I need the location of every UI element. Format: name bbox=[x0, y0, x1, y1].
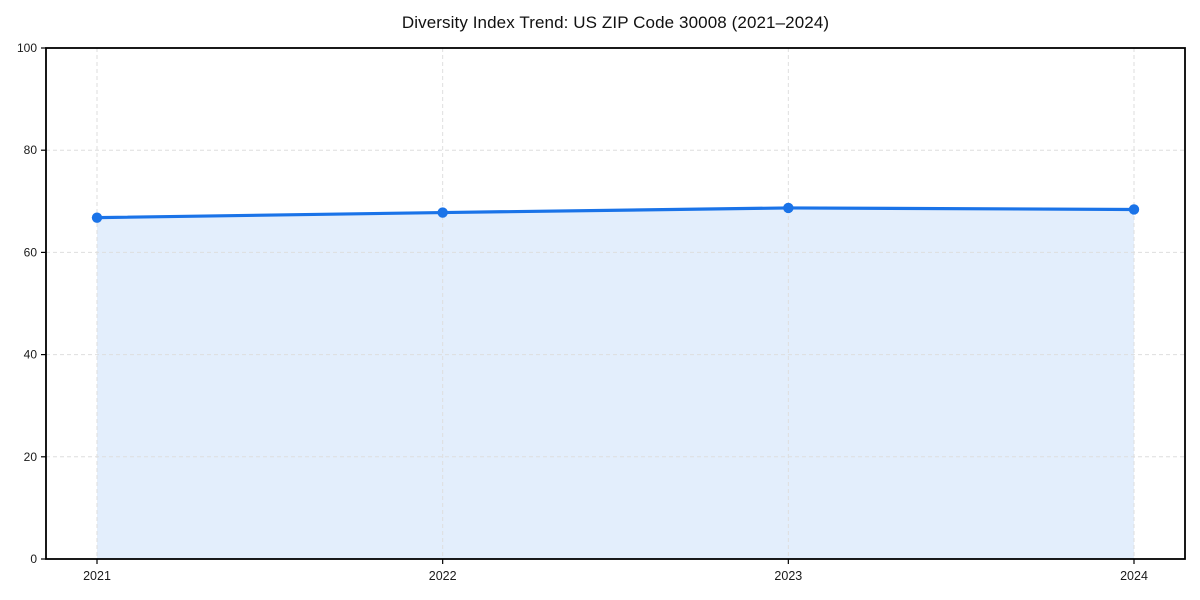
data-point bbox=[91, 212, 103, 223]
y-tick-label: 100 bbox=[17, 41, 37, 55]
axes-frame bbox=[45, 47, 1186, 560]
data-point bbox=[437, 207, 448, 218]
x-tick-label: 2022 bbox=[429, 569, 457, 583]
x-tick-label: 2021 bbox=[83, 569, 111, 583]
data-line bbox=[95, 206, 1136, 220]
x-tick-label: 2023 bbox=[774, 569, 802, 583]
y-tick-label: 40 bbox=[24, 348, 38, 362]
y-tick-label: 20 bbox=[24, 450, 38, 464]
data-point bbox=[1128, 204, 1140, 215]
chart-title: Diversity Index Trend: US ZIP Code 30008… bbox=[401, 13, 830, 32]
x-tick-label: 2024 bbox=[1120, 569, 1148, 583]
y-tick-label: 0 bbox=[30, 552, 37, 566]
y-tick-label: 60 bbox=[24, 245, 38, 259]
area-fill bbox=[97, 207, 1134, 559]
y-tick-label: 80 bbox=[24, 143, 38, 157]
data-point bbox=[783, 202, 794, 214]
